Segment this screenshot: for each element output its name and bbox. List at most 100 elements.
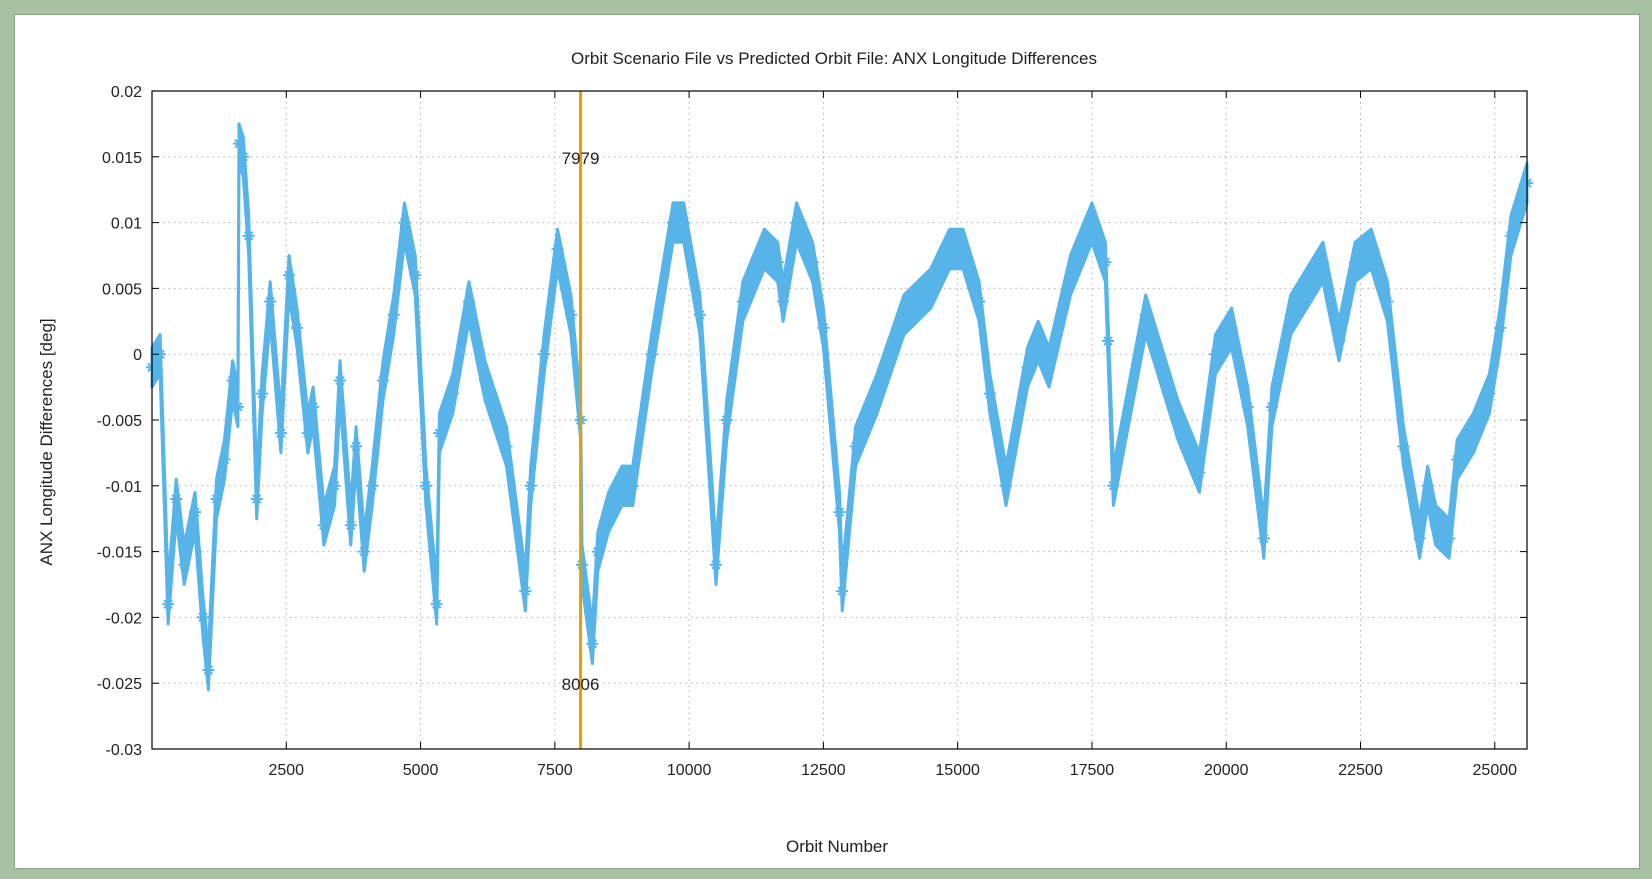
data-point xyxy=(1413,532,1426,545)
data-point xyxy=(758,242,771,255)
data-point xyxy=(291,321,304,334)
data-point xyxy=(586,637,599,650)
data-point xyxy=(409,269,422,282)
data-point xyxy=(430,598,443,611)
y-tick-label: 0.02 xyxy=(111,84,142,101)
data-point xyxy=(170,492,183,505)
data-point xyxy=(446,387,459,400)
grid-layer xyxy=(152,90,1527,750)
data-point xyxy=(1284,308,1297,321)
data-point xyxy=(233,137,246,150)
data-point xyxy=(645,348,658,361)
y-tick-label: -0.015 xyxy=(97,545,142,562)
data-point xyxy=(1443,532,1456,545)
data-point xyxy=(479,374,492,387)
data-point xyxy=(871,387,884,400)
data-point xyxy=(328,479,341,492)
data-point xyxy=(538,348,551,361)
data-point xyxy=(218,453,231,466)
x-tick-label: 15000 xyxy=(935,762,980,779)
data-point xyxy=(666,216,679,229)
data-point xyxy=(250,492,263,505)
data-point xyxy=(602,506,615,519)
data-point xyxy=(1241,400,1254,413)
data-point xyxy=(333,374,346,387)
data-point xyxy=(983,387,996,400)
data-point xyxy=(282,269,295,282)
data-point xyxy=(1257,532,1270,545)
data-point xyxy=(376,374,389,387)
data-point xyxy=(1171,414,1184,426)
data-point xyxy=(519,585,532,598)
data-point xyxy=(358,545,371,558)
data-point xyxy=(419,479,432,492)
data-point xyxy=(524,479,537,492)
data-point xyxy=(564,308,577,321)
data-point xyxy=(274,427,287,440)
data-point xyxy=(301,427,314,440)
data-point xyxy=(1365,242,1378,255)
data-point xyxy=(1032,335,1045,348)
data-point xyxy=(242,229,255,242)
data-point xyxy=(398,216,411,229)
data-point xyxy=(237,150,250,163)
chart-frame: Orbit Scenario File vs Predicted Orbit F… xyxy=(14,14,1640,869)
data-point xyxy=(1483,387,1496,400)
data-point xyxy=(693,308,706,321)
data-point xyxy=(307,400,320,413)
x-tick-label: 2500 xyxy=(268,762,304,779)
data-point xyxy=(1451,453,1464,466)
data-point xyxy=(1102,335,1115,348)
data-point xyxy=(154,348,167,361)
chart: Orbit Scenario File vs Predicted Orbit F… xyxy=(37,49,1533,856)
y-tick-label: 0.01 xyxy=(111,216,142,233)
data-point xyxy=(957,242,970,255)
x-tick-label: 22500 xyxy=(1338,762,1383,779)
data-point xyxy=(188,506,201,519)
data-point xyxy=(1000,479,1013,492)
data-point xyxy=(849,440,862,453)
y-tick-label: -0.02 xyxy=(106,610,143,627)
data-point xyxy=(1139,308,1152,321)
data-point xyxy=(226,374,239,387)
data-point xyxy=(210,492,223,505)
data-point xyxy=(500,440,513,453)
data-point xyxy=(551,242,564,255)
data-point xyxy=(1494,321,1507,334)
x-axis-label: Orbit Number xyxy=(786,837,888,856)
data-point xyxy=(350,440,363,453)
data-point xyxy=(1042,361,1055,374)
data-point xyxy=(1381,295,1394,308)
y-tick-label: 0 xyxy=(133,347,142,364)
data-point xyxy=(720,414,733,426)
data-point xyxy=(736,295,749,308)
orbit-marker-label-bottom: 8006 xyxy=(562,675,600,694)
data-point xyxy=(1397,440,1410,453)
data-point xyxy=(231,400,244,413)
x-tick-label: 5000 xyxy=(403,762,439,779)
data-point xyxy=(344,519,357,532)
data-point xyxy=(1333,335,1346,348)
data-point xyxy=(1467,427,1480,440)
data-point xyxy=(1265,400,1278,413)
data-point xyxy=(1316,256,1329,269)
data-point xyxy=(806,256,819,269)
series-band-0 xyxy=(150,122,1529,692)
x-tick-label: 7500 xyxy=(537,762,573,779)
data-point xyxy=(178,558,191,571)
data-point xyxy=(677,216,690,229)
y-tick-label: -0.01 xyxy=(106,479,143,496)
data-point xyxy=(833,506,846,519)
marker-layer: 7979 8006 xyxy=(562,91,600,749)
data-point xyxy=(433,427,446,440)
x-tick-label: 20000 xyxy=(1204,762,1249,779)
y-axis-label: ANX Longitude Differences [deg] xyxy=(37,318,56,565)
y-tick-label: -0.005 xyxy=(97,413,142,430)
data-point xyxy=(1107,479,1120,492)
data-point xyxy=(256,387,269,400)
data-point xyxy=(1421,479,1434,492)
tick-layer: 2500 5000 7500 10000 12500 15000 17500 20000 225… xyxy=(97,84,1527,779)
data-point xyxy=(591,545,604,558)
data-point xyxy=(615,479,628,492)
data-point xyxy=(790,216,803,229)
